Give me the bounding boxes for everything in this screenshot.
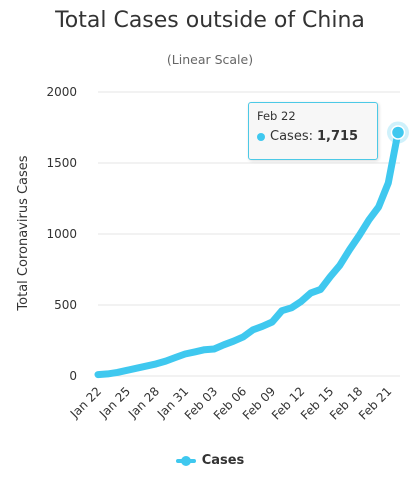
tooltip: Feb 22 Cases: 1,715 — [248, 102, 378, 160]
x-tick-label: Feb 21 — [356, 384, 394, 422]
hover-marker — [390, 125, 406, 140]
y-axis-label: Total Coronavirus Cases — [16, 155, 31, 311]
x-tick-label: Jan 25 — [96, 384, 133, 421]
y-tick-label: 2000 — [46, 85, 77, 99]
y-tick-label: 500 — [54, 298, 77, 312]
grid-lines — [98, 91, 400, 377]
tooltip-value: 1,715 — [316, 129, 359, 144]
x-tick-label: Jan 28 — [125, 384, 162, 421]
chart-subtitle: (Linear Scale) — [166, 52, 254, 67]
legend: Cases — [0, 453, 420, 471]
legend-dot — [180, 455, 191, 466]
y-tick-label: 0 — [69, 369, 77, 383]
series-cases[interactable] — [94, 121, 410, 379]
chart-title: Total Cases outside of China — [55, 8, 365, 33]
legend-item-cases[interactable]: Cases — [175, 453, 245, 468]
legend-label: Cases — [201, 453, 245, 468]
x-tick-label: Jan 22 — [67, 384, 104, 421]
y-tick-label: 1500 — [46, 156, 77, 170]
tooltip-series-name: Cases — [270, 129, 309, 144]
series-line-cases — [94, 129, 402, 379]
tooltip-row: Cases: 1,715 — [257, 129, 369, 144]
tooltip-series-dot — [257, 132, 265, 141]
y-tick-label: 1000 — [46, 227, 77, 241]
y-axis-ticks: 0 500 1000 1500 2000 — [46, 85, 77, 383]
tooltip-date: Feb 22 — [257, 109, 296, 123]
legend-line-marker-icon — [175, 455, 196, 467]
